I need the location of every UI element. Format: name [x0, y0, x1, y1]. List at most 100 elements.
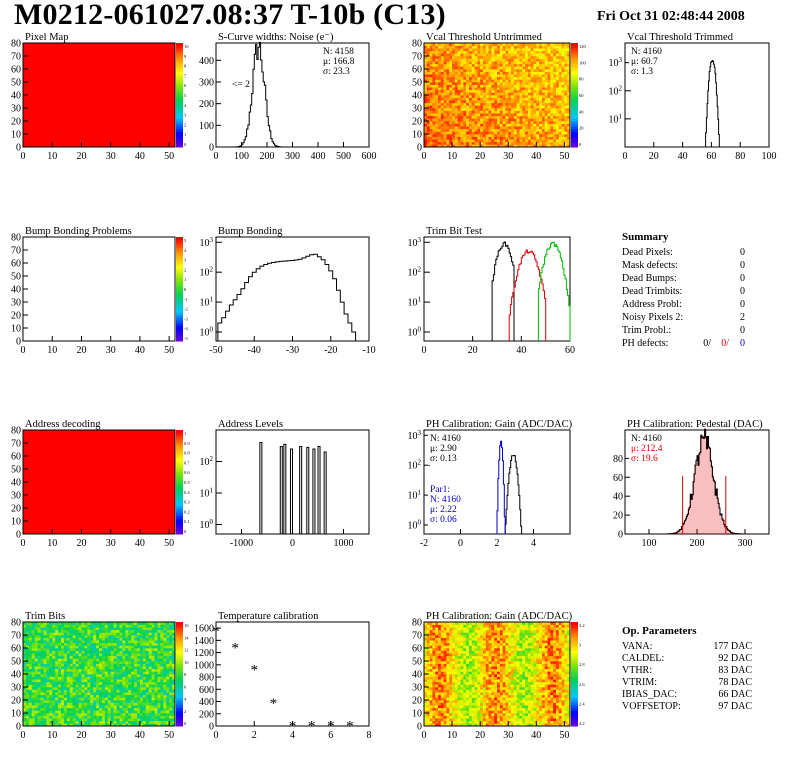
heatmap-cell	[525, 82, 529, 85]
heatmap-cell	[457, 118, 461, 122]
heatmap-cell	[90, 718, 94, 722]
heatmap-cell	[78, 710, 82, 714]
heatmap-cell	[46, 622, 50, 625]
heatmap-cell	[116, 687, 120, 690]
heatmap-cell	[122, 718, 126, 722]
heatmap-cell	[446, 134, 450, 137]
heatmap-cell	[530, 113, 534, 117]
heatmap-cell	[145, 671, 149, 675]
palette-tick-label: 0.9	[184, 441, 190, 446]
heatmap-cell	[530, 89, 534, 93]
heatmap-cell	[58, 645, 62, 649]
heatmap-cell	[558, 92, 562, 96]
heatmap-cell	[122, 700, 126, 703]
heatmap-cell	[134, 720, 138, 724]
heatmap-cell	[163, 697, 167, 701]
heatmap-cell	[471, 74, 475, 78]
heatmap-cell	[541, 131, 546, 135]
heatmap-cell	[471, 79, 475, 83]
heatmap-cell	[169, 702, 173, 706]
heatmap-cell	[81, 622, 85, 625]
heatmap-cell	[452, 84, 456, 88]
palette-cell	[176, 56, 183, 60]
heatmap-cell	[502, 113, 506, 117]
heatmap-cell	[96, 655, 100, 659]
heatmap-cell	[460, 69, 464, 72]
palette-cell	[176, 640, 183, 644]
heatmap-cell	[567, 61, 571, 65]
heatmap-cell	[471, 718, 475, 722]
heatmap-cell	[449, 53, 453, 57]
heatmap-cell	[172, 715, 176, 719]
heatmap-cell	[511, 45, 515, 49]
heatmap-cell	[463, 128, 467, 132]
heatmap-cell	[160, 679, 164, 683]
heatmap-cell	[160, 718, 164, 722]
heatmap-cell	[46, 676, 50, 680]
heatmap-cell	[107, 718, 111, 722]
heatmap-cell	[61, 632, 65, 636]
heatmap-cell	[497, 53, 501, 57]
heatmap-cell	[555, 113, 560, 117]
heatmap-cell	[553, 139, 557, 143]
heatmap-cell	[522, 718, 526, 722]
palette-tick-label: -3	[184, 316, 188, 321]
stats-line: μ: 166.8	[323, 57, 355, 67]
heatmap-cell	[72, 661, 76, 664]
heatmap-cell	[107, 640, 111, 644]
heatmap-cell	[541, 105, 546, 109]
heatmap-cell	[491, 82, 495, 85]
heatmap-cell	[466, 43, 470, 46]
heatmap-cell	[567, 79, 571, 83]
heatmap-cell	[128, 622, 132, 625]
heatmap-cell	[34, 642, 38, 646]
heatmap-cell	[81, 658, 85, 662]
x-tick-label: -2	[420, 538, 428, 549]
heatmap-cell	[157, 635, 161, 638]
heatmap-cell	[452, 71, 456, 75]
heatmap-cell	[119, 624, 123, 628]
heatmap-cell	[480, 69, 484, 72]
heatmap-cell	[157, 679, 161, 683]
heatmap-cell	[477, 66, 481, 70]
heatmap-cell	[457, 108, 461, 111]
heatmap-cell	[426, 45, 430, 49]
heatmap-cell	[122, 720, 126, 724]
heatmap-cell	[84, 650, 88, 654]
heatmap-cell	[424, 720, 428, 724]
palette-cell	[176, 497, 183, 501]
heatmap-cell	[432, 79, 436, 83]
heatmap-cell	[440, 74, 444, 78]
heatmap-cell	[28, 715, 33, 719]
heatmap-cell	[116, 627, 120, 631]
heatmap-cell	[536, 136, 540, 140]
heatmap-cell	[154, 684, 158, 688]
heatmap-cell	[49, 720, 53, 724]
heatmap-cell	[137, 702, 141, 706]
heatmap-cell	[113, 642, 117, 646]
heatmap-cell	[169, 622, 173, 625]
heatmap-cell	[508, 136, 512, 140]
heatmap-cell	[482, 95, 487, 98]
heatmap-cell	[533, 110, 537, 114]
heatmap-cell	[122, 710, 126, 714]
palette-cell	[176, 627, 183, 631]
heatmap-cell	[58, 629, 62, 633]
heatmap-cell	[148, 713, 152, 716]
heatmap-cell	[34, 648, 38, 651]
heatmap-cell	[468, 100, 473, 104]
heatmap-cell	[43, 702, 47, 706]
heatmap-cell	[471, 141, 475, 145]
heatmap-cell	[541, 89, 546, 93]
heatmap-cell	[163, 674, 167, 677]
heatmap-cell	[148, 710, 152, 714]
heatmap-cell	[555, 718, 560, 722]
heatmap-cell	[148, 684, 152, 688]
heatmap-cell	[511, 63, 515, 67]
heatmap-cell	[128, 627, 132, 631]
palette-tick-label: 4	[184, 248, 187, 253]
heatmap-cell	[460, 84, 464, 88]
heatmap-cell	[142, 624, 147, 628]
heatmap-cell	[119, 684, 123, 688]
heatmap-cell	[471, 110, 475, 114]
